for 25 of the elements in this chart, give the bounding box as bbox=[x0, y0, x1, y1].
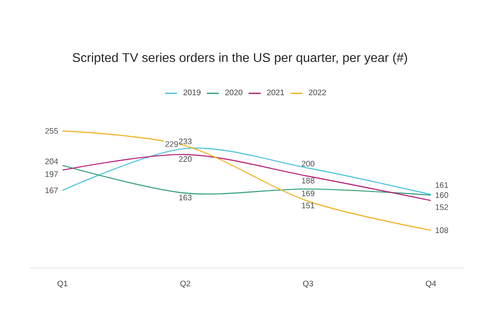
legend-label: 2019 bbox=[183, 90, 200, 96]
data-label: 151 bbox=[302, 202, 314, 208]
x-tick-label: Q4 bbox=[426, 280, 436, 288]
data-label: 204 bbox=[45, 158, 58, 164]
x-tick-label: Q3 bbox=[303, 280, 314, 288]
data-label: 152 bbox=[436, 204, 448, 210]
legend-label: 2022 bbox=[308, 90, 326, 96]
x-tick-label: Q1 bbox=[58, 280, 68, 288]
legend-label: 2021 bbox=[267, 90, 284, 96]
legend-label: 2020 bbox=[225, 90, 242, 96]
data-label: 161 bbox=[436, 182, 448, 188]
data-label: 108 bbox=[436, 227, 448, 234]
data-label: 167 bbox=[45, 188, 58, 194]
x-tick-label: Q2 bbox=[180, 280, 190, 288]
data-label: 169 bbox=[302, 190, 314, 196]
data-label: 220 bbox=[178, 156, 192, 162]
data-label: 197 bbox=[45, 171, 58, 177]
data-label: 160 bbox=[436, 192, 448, 198]
data-label: 255 bbox=[45, 128, 58, 134]
data-label: 188 bbox=[302, 178, 314, 184]
data-label: 229 bbox=[165, 141, 178, 147]
data-label: 163 bbox=[179, 194, 192, 200]
chart-title: Scripted TV series orders in the US per quarter, per year (#) bbox=[72, 52, 408, 65]
data-label: 200 bbox=[302, 160, 314, 166]
data-label: 233 bbox=[178, 138, 192, 144]
